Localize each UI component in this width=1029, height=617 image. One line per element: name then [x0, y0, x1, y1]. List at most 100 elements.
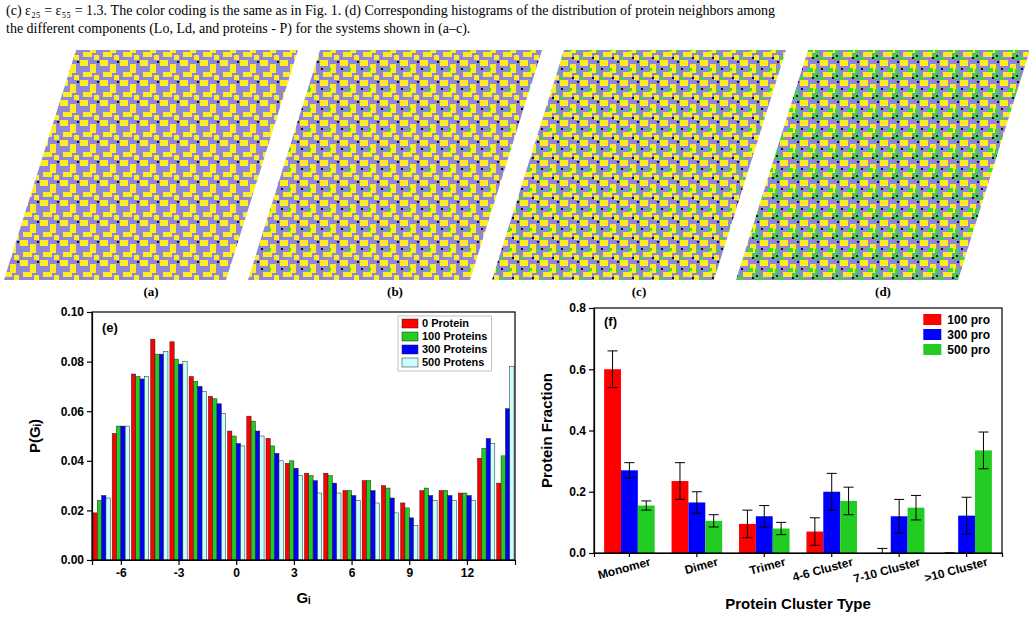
error-bar-stem: [713, 515, 714, 527]
error-bar-cap: [709, 514, 719, 515]
error-bar: [709, 515, 719, 527]
error-bar-cap: [810, 517, 820, 518]
error-bar: [641, 501, 651, 510]
panel-label: (b): [387, 284, 403, 299]
plot-area: [93, 339, 514, 560]
bar: [433, 500, 437, 560]
bar: [159, 354, 163, 560]
legend-label: 100 Proteins: [422, 330, 487, 342]
tick-mark: [629, 553, 630, 557]
bar: [221, 414, 225, 560]
tick-label: 0.8: [569, 301, 586, 315]
error-bar-cap: [742, 537, 752, 538]
error-bar-cap: [607, 387, 617, 388]
tick: -6: [116, 560, 127, 580]
chart-f: MonomerDimerTrimer4-6 Cluster7-10 Cluste…: [538, 301, 1003, 612]
error-bar-stem: [612, 351, 613, 388]
tick-label: 6: [349, 566, 356, 580]
error-bar-cap: [827, 510, 837, 511]
bar: [208, 396, 212, 560]
tick: Dimer: [683, 553, 720, 577]
bar: [255, 431, 259, 560]
bar: [439, 491, 443, 560]
error-bar-stem: [679, 463, 680, 500]
bar: [193, 381, 197, 560]
error-bar: [978, 432, 988, 469]
bar-series: [621, 463, 975, 553]
bar: [260, 436, 264, 560]
axis-line: [595, 554, 1003, 558]
tick: Trimer: [748, 553, 787, 578]
tick: 0.04: [61, 454, 92, 468]
bar: [131, 374, 135, 560]
error-bar: [877, 548, 887, 553]
bar: [290, 461, 294, 560]
tick-mark: [87, 362, 92, 363]
error-bar-cap: [978, 468, 988, 469]
bar: [375, 503, 379, 560]
tick: 3: [291, 560, 298, 580]
bar: [343, 491, 347, 560]
error-bar: [827, 473, 837, 510]
error-bar: [742, 510, 752, 538]
bar: [324, 473, 328, 560]
bar: [121, 426, 125, 560]
tick-mark: [409, 560, 410, 565]
bar: [467, 496, 471, 560]
bar: [170, 342, 174, 560]
x-axis: -6-3036912: [93, 560, 516, 580]
tick-mark: [87, 461, 92, 462]
error-bar: [962, 497, 972, 534]
tick: 0.06: [61, 405, 92, 419]
legend-swatch: [402, 345, 418, 354]
bar-series: [638, 432, 992, 553]
error-bar-stem: [831, 473, 832, 510]
legend-swatch: [402, 332, 418, 341]
bar: [125, 426, 129, 560]
tick: 6: [349, 560, 356, 580]
snapshot: [4, 50, 298, 280]
bar: [390, 498, 394, 560]
plot-area: [604, 351, 992, 553]
bar: [140, 379, 144, 560]
bar: [285, 463, 289, 560]
error-bar-stem: [882, 548, 883, 553]
bar: [478, 458, 482, 560]
legend-frame: [398, 316, 491, 371]
bar: [428, 496, 432, 560]
tick-mark: [589, 553, 594, 554]
bar: [352, 496, 356, 560]
tick-mark: [831, 553, 832, 557]
error-bar-stem: [899, 499, 900, 533]
error-bar-cap: [675, 499, 685, 500]
bar: [217, 404, 221, 560]
bar: [471, 500, 475, 560]
tick-label: -6: [116, 566, 127, 580]
tick: 9: [406, 560, 413, 580]
bar: [497, 483, 501, 560]
error-bar-stem: [646, 501, 647, 510]
tick-label: 0.6: [569, 363, 586, 377]
bar: [621, 470, 638, 553]
tick: 0.00: [61, 553, 92, 567]
bar: [266, 438, 270, 560]
bar: [304, 473, 308, 560]
tick-label: Dimer: [683, 555, 720, 577]
tick-label: 4-6 Cluster: [791, 555, 855, 585]
error-bar: [776, 522, 786, 534]
error-bar-cap: [776, 522, 786, 523]
bar: [486, 438, 490, 560]
axis-line: [589, 309, 595, 554]
error-bar: [692, 492, 702, 513]
panel-label: (e): [102, 320, 118, 335]
bar: [463, 493, 467, 560]
legend: 0 Protein100 Proteins300 Proteins500 Pro…: [398, 316, 491, 371]
bar: [448, 496, 452, 560]
legend-swatch: [923, 344, 941, 355]
bar: [294, 468, 298, 560]
error-bar-stem: [916, 495, 917, 520]
bar: [505, 409, 509, 560]
bar: [93, 513, 97, 560]
bar: [482, 448, 486, 560]
error-bar-cap: [911, 519, 921, 520]
